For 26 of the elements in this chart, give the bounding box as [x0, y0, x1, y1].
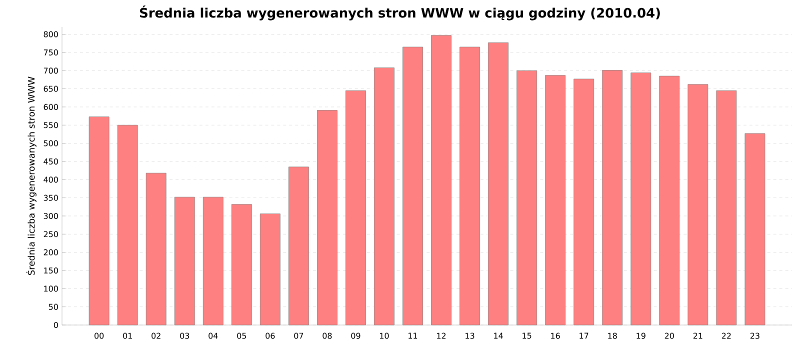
bar — [174, 196, 195, 326]
bar — [402, 46, 423, 326]
bar — [488, 42, 508, 326]
bar — [602, 70, 623, 326]
bar — [545, 75, 566, 326]
bar — [231, 204, 252, 326]
bar — [716, 90, 737, 326]
bar — [288, 166, 309, 326]
bar — [374, 68, 394, 326]
bar — [260, 214, 280, 326]
bar — [146, 172, 166, 326]
bar — [317, 110, 338, 326]
bar — [574, 78, 594, 326]
bar — [460, 46, 480, 326]
bar — [117, 124, 138, 326]
bar — [431, 35, 452, 326]
chart-title: Średnia liczba wygenerowanych stron WWW w ciągu godziny (2010.04) — [140, 6, 660, 20]
bar — [688, 84, 708, 326]
bar — [659, 76, 680, 326]
y-axis-title: Średnia liczba wygenerowanych stron WWW — [26, 76, 36, 275]
bar — [202, 196, 224, 326]
bar — [630, 72, 652, 326]
bar — [744, 133, 766, 326]
bar — [346, 90, 366, 326]
bar — [88, 116, 110, 326]
bar — [516, 70, 538, 326]
